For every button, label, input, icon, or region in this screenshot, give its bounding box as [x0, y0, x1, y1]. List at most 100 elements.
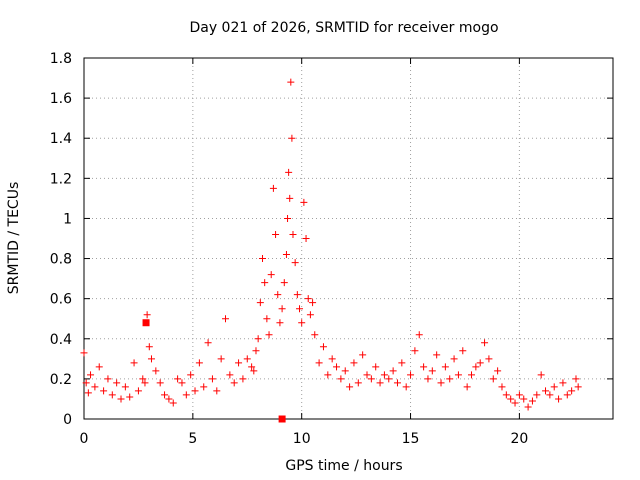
data-point	[243, 355, 251, 363]
data-point	[285, 168, 293, 176]
data-point	[254, 335, 262, 343]
data-point	[359, 351, 367, 359]
data-point	[572, 375, 580, 383]
data-point	[293, 291, 301, 299]
data-point	[481, 339, 489, 347]
data-point	[284, 214, 292, 222]
data-point	[574, 383, 582, 391]
data-point	[389, 367, 397, 375]
data-point	[121, 383, 129, 391]
data-point	[104, 375, 112, 383]
data-point	[463, 383, 471, 391]
data-point	[256, 299, 264, 307]
y-tick-label: 1	[63, 211, 72, 227]
data-point	[286, 194, 294, 202]
data-point	[80, 349, 88, 357]
y-tick-label: 0	[63, 412, 72, 428]
data-point	[454, 371, 462, 379]
data-point	[239, 375, 247, 383]
data-point	[498, 383, 506, 391]
data-point	[467, 371, 475, 379]
y-tick-label: 0.6	[50, 292, 72, 308]
data-point	[324, 371, 332, 379]
data-point	[213, 387, 221, 395]
data-point	[259, 255, 267, 263]
data-point	[280, 279, 288, 287]
data-point	[289, 230, 297, 238]
data-point	[195, 359, 203, 367]
data-point	[402, 383, 410, 391]
data-point	[376, 379, 384, 387]
data-point	[200, 383, 208, 391]
data-point	[143, 311, 151, 319]
data-point	[291, 259, 299, 267]
data-point	[141, 379, 149, 387]
data-point	[274, 291, 282, 299]
data-point	[555, 395, 563, 403]
y-tick-labels: 0 0.2 0.4 0.6 0.8 1 1.2 1.4 1.6 1.8	[50, 51, 72, 428]
data-point	[147, 355, 155, 363]
data-point	[217, 355, 225, 363]
data-point	[367, 375, 375, 383]
data-point	[515, 391, 523, 399]
data-point	[174, 375, 182, 383]
data-point	[341, 367, 349, 375]
data-point	[502, 391, 510, 399]
y-tick-label: 1.8	[50, 51, 72, 67]
data-point	[182, 391, 190, 399]
data-point	[346, 383, 354, 391]
data-point	[298, 319, 306, 327]
data-point	[108, 391, 116, 399]
data-point	[191, 387, 199, 395]
data-point	[250, 367, 258, 375]
data-point	[337, 375, 345, 383]
data-point	[302, 235, 310, 242]
data-point	[563, 391, 571, 399]
plot-frame	[83, 57, 614, 420]
data-points	[80, 78, 582, 423]
data-point	[117, 395, 125, 403]
data-point	[100, 387, 108, 395]
data-point	[559, 379, 567, 387]
data-point	[380, 371, 388, 379]
data-point	[446, 375, 454, 383]
data-point	[130, 359, 138, 367]
data-point	[126, 393, 134, 401]
data-point	[485, 355, 493, 363]
data-point	[450, 355, 458, 363]
y-tick-label: 0.2	[50, 372, 72, 388]
data-point	[372, 363, 380, 371]
data-point	[393, 379, 401, 387]
y-tick-label: 1.6	[50, 91, 72, 107]
data-point	[533, 391, 541, 399]
x-tick-label: 5	[188, 431, 197, 447]
x-tick-label: 0	[80, 431, 89, 447]
data-point	[169, 399, 177, 407]
data-point	[385, 375, 393, 383]
data-point	[265, 331, 273, 339]
data-point	[524, 403, 532, 411]
data-point	[528, 397, 536, 405]
data-point	[420, 363, 428, 371]
data-point	[156, 379, 164, 387]
data-point	[134, 387, 142, 395]
data-point	[511, 399, 519, 407]
data-point	[472, 363, 480, 371]
x-tick-label: 20	[510, 431, 528, 447]
data-point	[537, 371, 545, 379]
data-point	[309, 299, 317, 307]
data-point	[208, 375, 216, 383]
data-point	[350, 359, 358, 367]
data-point	[187, 371, 195, 379]
data-point	[87, 371, 95, 379]
y-tick-label: 0.4	[50, 332, 72, 348]
data-point	[222, 315, 230, 323]
data-point	[415, 331, 423, 339]
data-point	[333, 363, 341, 371]
data-point	[354, 379, 362, 387]
data-point	[276, 319, 284, 327]
data-point	[269, 184, 277, 192]
y-tick-label: 1.4	[50, 131, 72, 147]
y-tick-label: 1.2	[50, 171, 72, 187]
